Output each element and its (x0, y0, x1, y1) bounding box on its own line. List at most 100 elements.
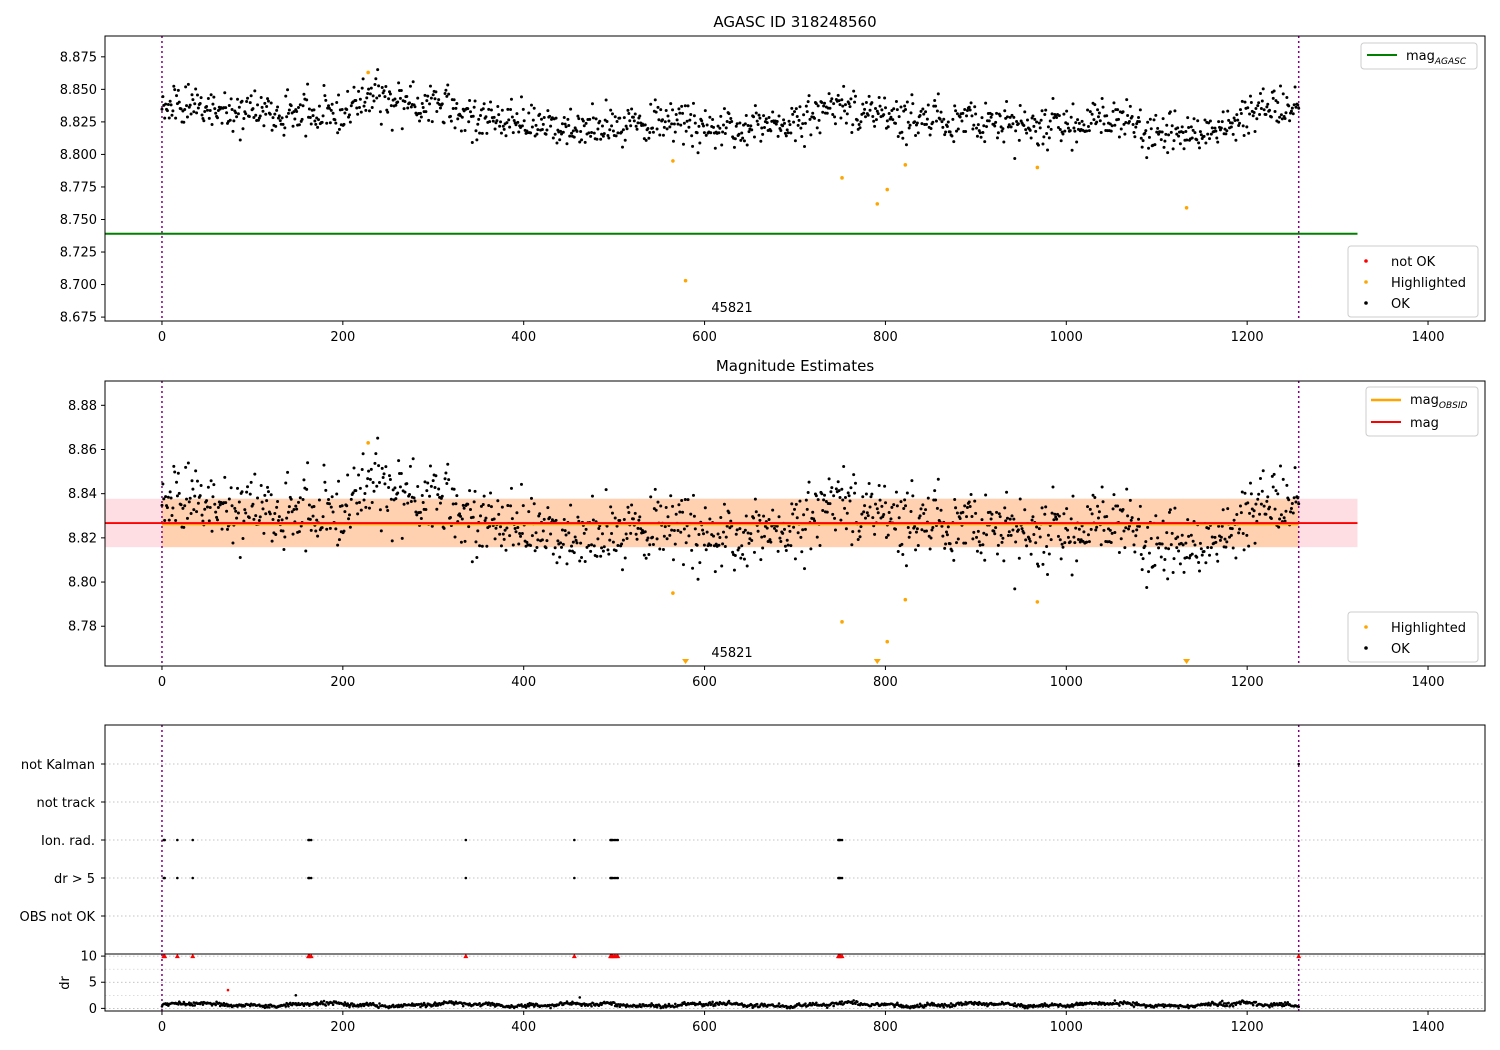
p1-ok-point-34 (191, 487, 195, 491)
p0-ok-point-1052 (1117, 135, 1121, 139)
p1-ok-point-234 (373, 461, 377, 465)
p0-ok-point-816 (903, 104, 907, 108)
p0-ok-point-859 (942, 117, 946, 121)
p1-ok-point-958 (1032, 533, 1036, 537)
p1-highlighted-point-2 (840, 620, 844, 624)
p1-ok-point-1095 (1157, 546, 1161, 550)
p1-ok-point-410 (533, 549, 537, 553)
p0-ok-point-1182 (1236, 118, 1240, 122)
p1-ok-point-122 (271, 518, 275, 522)
p0-ok-point-1140 (1198, 146, 1202, 150)
p0-ok-point-444 (564, 125, 568, 129)
p1-ok-point-43 (199, 484, 203, 488)
p0-ok-point-1091 (1153, 143, 1157, 147)
p1-ok-point-856 (939, 508, 943, 512)
p0-ok-point-290 (424, 110, 428, 114)
p0-ok-point-427 (549, 124, 553, 128)
p0-ok-point-570 (679, 123, 683, 127)
p0-ok-point-192 (335, 101, 339, 105)
p0-ok-point-1196 (1248, 94, 1252, 98)
p3-dr-point-808 (896, 1001, 899, 1005)
p0-ok-point-923 (1000, 129, 1004, 133)
p1-ok-point-483 (600, 546, 604, 550)
p1-ok-point-518 (631, 517, 635, 521)
p0-ok-point-119 (268, 112, 272, 116)
p1-ok-point-295 (428, 464, 432, 468)
p0-ok-point-55 (210, 122, 214, 126)
panel-agasc-points (160, 68, 1301, 283)
p1-ok-point-203 (345, 504, 349, 508)
p1-ok-point-1249 (1297, 502, 1301, 506)
p1-ok-point-849 (933, 489, 937, 493)
p1-ok-point-1001 (1071, 494, 1075, 498)
p0-ok-point-28 (185, 115, 189, 119)
p0-ok-point-978 (1050, 112, 1054, 116)
p3-dr-point-719 (815, 1001, 818, 1005)
p1-ok-point-765 (856, 537, 860, 541)
p0-ok-point-537 (649, 102, 653, 106)
p0-ok-point-835 (920, 122, 924, 126)
p1-ok-point-558 (668, 533, 672, 537)
p1-ok-point-107 (257, 519, 261, 523)
p0-ok-point-113 (263, 101, 267, 105)
p1-ok-point-393 (518, 531, 522, 535)
p1-ok-point-1185 (1238, 504, 1242, 508)
p0-ok-point-720 (815, 126, 819, 130)
p0-ok-point-595 (701, 124, 705, 128)
p0-ok-point-542 (653, 98, 657, 102)
p1-ok-point-214 (355, 501, 359, 505)
p0-ok-point-698 (795, 115, 799, 119)
p1-ok-point-516 (630, 503, 634, 507)
p0-ok-point-1188 (1241, 124, 1245, 128)
p1-ok-point-779 (869, 495, 873, 499)
p1-ok-point-780 (870, 492, 874, 496)
p1-highlighted-point-3 (885, 639, 890, 644)
p0-ok-point-576 (684, 129, 688, 133)
p1-ok-point-608 (713, 570, 717, 574)
p1-ok-point-1022 (1090, 512, 1094, 516)
p0-ok-point-568 (677, 107, 681, 111)
p0-ok-point-1165 (1220, 120, 1224, 124)
p2-flag-point-2-5 (308, 838, 311, 842)
p0-ok-point-573 (681, 142, 685, 146)
p3-dr-point-36 (193, 1004, 197, 1007)
p1-ok-point-496 (611, 540, 615, 544)
p1-ok-point-1223 (1273, 507, 1277, 511)
p0-ok-point-1020 (1088, 110, 1092, 114)
p1-ok-point-211 (352, 466, 356, 470)
p1-ok-point-994 (1065, 507, 1069, 511)
p0-ok-point-739 (833, 115, 837, 119)
p0-ok-point-33 (190, 93, 194, 97)
p1-ok-point-321 (452, 487, 456, 491)
p1-ok-point-401 (525, 540, 529, 544)
p0-ok-point-837 (922, 112, 926, 116)
p0-ok-point-16 (175, 94, 179, 98)
p1-ok-point-1245 (1293, 466, 1297, 470)
panel-agasc-frame (104, 35, 1486, 322)
p1-ok-point-373 (499, 544, 503, 548)
p1-ok-point-602 (708, 517, 712, 521)
p0-ok-point-51 (206, 97, 210, 101)
p3-dr-point-238 (377, 1006, 380, 1010)
p0-ok-point-635 (738, 121, 742, 125)
p0-ok-point-70 (224, 106, 228, 110)
p0-ok-point-438 (559, 129, 563, 133)
p0-ok-point-458 (577, 117, 581, 121)
p0-ok-point-1066 (1130, 115, 1134, 119)
p1-ok-point-752 (844, 527, 848, 531)
p0-ok-point-134 (282, 133, 286, 137)
p1-ok-point-998 (1068, 540, 1072, 544)
p1-ok-point-750 (843, 506, 847, 510)
p1-ok-point-572 (681, 510, 685, 514)
p1-ok-point-103 (254, 514, 258, 518)
p0-ok-point-571 (680, 104, 684, 108)
p1-ok-point-1129 (1187, 556, 1191, 560)
p1-ok-point-480 (597, 527, 601, 531)
p0-ok-point-53 (208, 109, 212, 113)
p1-ok-point-1068 (1132, 543, 1136, 547)
p1-ok-point-385 (510, 517, 514, 521)
p0-ok-point-471 (589, 134, 593, 138)
p2-category-label-1: not track (36, 796, 95, 811)
p1-ok-point-465 (583, 560, 587, 564)
